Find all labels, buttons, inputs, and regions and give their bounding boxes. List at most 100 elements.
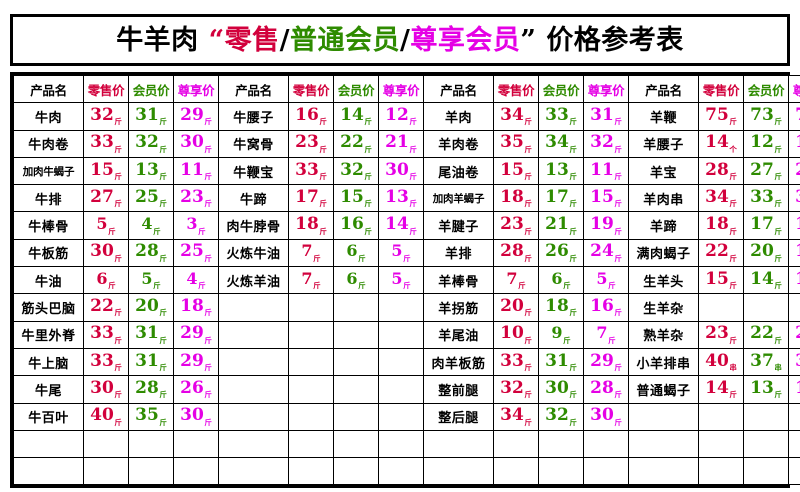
price-value: 11: [590, 159, 614, 180]
price-value: 32: [135, 132, 159, 153]
member-price-cell: 6斤: [333, 266, 379, 295]
empty-cell: [698, 429, 744, 459]
table-row: 筋头巴脑 22斤 20斤 18斤 羊拐筋 20斤 18斤 16斤 生羊杂: [13, 293, 800, 322]
member-price-cell: 5斤: [128, 266, 174, 295]
price-value: 26: [545, 241, 569, 262]
price-unit: 斤: [774, 144, 782, 154]
table-row: 牛油6斤5斤4斤火炼羊油7斤6斤5斤羊棒骨7斤6斤5斤生羊头15斤14斤13斤: [13, 266, 800, 295]
member-price-cell: 21斤: [538, 211, 584, 240]
price-value: 15: [795, 214, 800, 234]
product-name-cell: 牛肉卷: [13, 129, 84, 158]
empty-cell: [333, 293, 379, 322]
member-price-cell: 35斤: [128, 402, 174, 431]
empty-cell: [788, 293, 800, 322]
table-row: 牛棒骨 5斤 4斤 3斤 肉牛脖骨 18斤 16斤 14斤 羊腱子 23斤 21斤 19斤 羊蹄 18斤 1…: [13, 211, 800, 240]
empty-cell: [288, 320, 334, 349]
retail-price-cell: 32斤: [83, 102, 129, 131]
empty-cell: [378, 347, 424, 377]
empty-cell: [378, 293, 424, 322]
price-value: 30: [385, 159, 409, 180]
retail-price-cell: 34斤: [493, 402, 539, 431]
empty-cell: [743, 457, 789, 486]
price-value: 13: [795, 269, 800, 289]
empty-cell: [698, 402, 744, 431]
price-value: 15: [705, 268, 729, 289]
price-value: 19: [590, 214, 614, 235]
retail-price-cell: 22斤: [698, 238, 744, 268]
product-name-cell: 肉牛脖骨: [218, 211, 289, 240]
price-value: 30: [545, 377, 569, 398]
product-name-cell: 羊腰子: [628, 129, 699, 158]
product-name-cell: 整后腿: [423, 402, 494, 431]
vip-price-cell: 24斤: [583, 238, 629, 268]
price-value: 34: [500, 105, 524, 125]
price-unit: 斤: [569, 390, 577, 400]
price-unit: 斤: [774, 335, 782, 345]
member-price-cell: 33斤: [743, 184, 789, 213]
empty-cell: [13, 429, 84, 459]
title-part-6: ”: [520, 24, 547, 56]
member-price-cell: 17斤: [538, 184, 584, 213]
member-price-cell: 20斤: [128, 293, 174, 322]
header-product-name-g4: 产品名: [628, 74, 699, 104]
product-name-cell: 羊蹄: [628, 211, 699, 240]
retail-price-cell: 15斤: [493, 156, 539, 186]
price-value: 16: [590, 296, 614, 317]
price-value: 14: [705, 377, 729, 398]
price-value: 32: [340, 159, 364, 180]
vip-price-cell: 30斤: [583, 402, 629, 431]
member-price-cell: 18斤: [538, 293, 584, 322]
retail-price-cell: 18斤: [698, 211, 744, 240]
price-value: 75: [705, 105, 729, 125]
price-value: 6: [96, 268, 108, 288]
header-vip-price-g3: 尊享价: [583, 74, 629, 104]
title-part-2: /: [279, 24, 290, 56]
retail-price-cell: 14斤: [698, 375, 744, 404]
empty-cell: [333, 457, 379, 486]
retail-price-cell: 7斤: [288, 238, 334, 268]
product-name-cell: 尾油卷: [423, 156, 494, 186]
vip-price-cell: 70斤: [788, 102, 800, 131]
price-value: 20: [135, 296, 159, 317]
price-unit: 斤: [114, 363, 122, 373]
price-unit: 斤: [114, 144, 122, 154]
retail-price-cell: 33斤: [83, 129, 129, 158]
price-value: 33: [545, 105, 569, 125]
title-part-5: 尊享会员: [410, 24, 521, 56]
retail-price-cell: 34斤: [493, 102, 539, 131]
header-member-price-g2: 会员价: [333, 74, 379, 104]
product-name-cell: 牛排: [13, 184, 84, 213]
price-value: 18: [705, 214, 729, 235]
member-price-cell: 26斤: [538, 238, 584, 268]
product-name-cell: 牛尾: [13, 375, 84, 404]
price-value: 9: [551, 323, 563, 343]
price-unit: 斤: [114, 171, 122, 181]
price-unit: 斤: [569, 117, 577, 127]
price-unit: 斤: [114, 390, 122, 400]
price-value: 6: [346, 268, 358, 288]
empty-cell: [698, 457, 744, 486]
retail-price-cell: 40斤: [83, 402, 129, 431]
price-value: 12: [795, 378, 800, 398]
price-value: 18: [295, 214, 319, 235]
price-value: 33: [90, 132, 114, 153]
price-unit: 斤: [729, 117, 737, 127]
price-unit: 斤: [518, 281, 526, 291]
price-unit: 斤: [319, 171, 327, 181]
price-value: 31: [135, 105, 159, 125]
table-header: 产品名 零售价 会员价 尊享价 产品名 零售价 会员价 尊享价 产品名 零售价 会员价 尊享价 产品名零…: [13, 74, 800, 104]
price-unit: 斤: [569, 363, 577, 373]
empty-cell: [218, 402, 289, 431]
retail-price-cell: 23斤: [698, 320, 744, 349]
table-body: 牛肉 32斤 31斤 29斤 牛腰子 16斤 14斤 12斤 羊肉 34斤 33斤 31斤 羊鞭 75斤 7…: [13, 102, 800, 486]
price-unit: 斤: [524, 226, 532, 236]
retail-price-cell: 30斤: [83, 375, 129, 404]
price-unit: 斤: [614, 144, 622, 154]
retail-price-cell: 15斤: [698, 266, 744, 295]
price-unit: 斤: [569, 417, 577, 427]
price-unit: 斤: [524, 363, 532, 373]
price-unit: 斤: [614, 390, 622, 400]
member-price-cell: 9斤: [538, 320, 584, 349]
retail-price-cell: 5斤: [83, 211, 129, 240]
price-unit: 斤: [358, 281, 366, 291]
